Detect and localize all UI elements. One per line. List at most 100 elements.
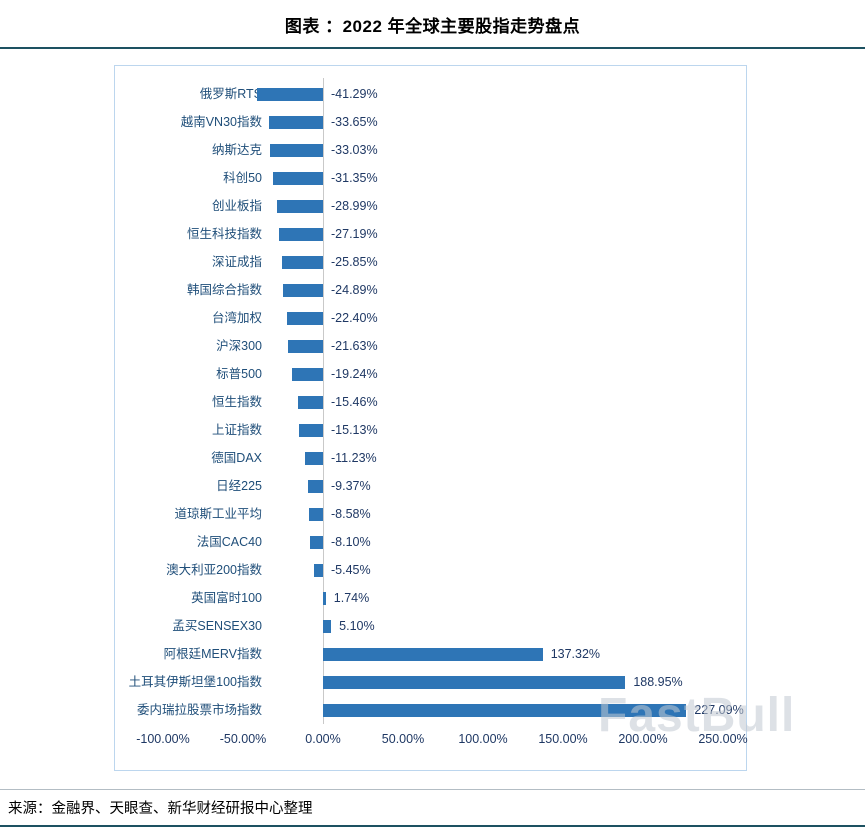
bar <box>323 648 543 661</box>
value-label: -31.35% <box>331 171 378 185</box>
footer-divider-top <box>0 789 865 790</box>
title-divider <box>0 47 865 49</box>
bar <box>298 424 323 437</box>
bar <box>298 396 323 409</box>
bar <box>276 200 323 213</box>
chart-row: 恒生指数 -15.46% <box>115 388 746 416</box>
value-label: 227.09% <box>694 703 744 717</box>
category-label: 恒生科技指数 <box>186 227 262 241</box>
category-label: 孟买SENSEX30 <box>172 619 262 633</box>
value-label: -11.23% <box>331 451 377 465</box>
category-label: 土耳其伊斯坦堡100指数 <box>128 675 262 689</box>
bar <box>323 620 332 633</box>
category-label: 创业板指 <box>211 199 262 213</box>
category-label: 法国CAC40 <box>196 535 262 549</box>
chart-row: 纳斯达克 -33.03% <box>115 136 746 164</box>
chart-row: 道琼斯工业平均 -8.58% <box>115 500 746 528</box>
chart-row: 科创50 -31.35% <box>115 164 746 192</box>
category-label: 标普500 <box>216 367 262 381</box>
category-label: 俄罗斯RTS <box>199 87 262 101</box>
x-axis-tick-label: -50.00% <box>219 732 267 746</box>
category-label: 科创50 <box>223 171 262 185</box>
chart-row: 孟买SENSEX30 5.10% <box>115 612 746 640</box>
bar <box>309 508 323 521</box>
category-label: 沪深300 <box>216 339 262 353</box>
bar <box>310 536 323 549</box>
value-label: -33.03% <box>331 143 378 157</box>
chart-row: 创业板指 -28.99% <box>115 192 746 220</box>
value-label: -8.58% <box>331 507 371 521</box>
chart-row: 上证指数 -15.13% <box>115 416 746 444</box>
chart-row: 土耳其伊斯坦堡100指数 188.95% <box>115 668 746 696</box>
chart-row: 越南VN30指数 -33.65% <box>115 108 746 136</box>
value-label: -41.29% <box>331 87 378 101</box>
chart-row: 日经225 -9.37% <box>115 472 746 500</box>
bar <box>256 88 323 101</box>
x-axis-tick-label: 50.00% <box>381 732 425 746</box>
value-label: -19.24% <box>331 367 378 381</box>
x-axis-tick-label: 200.00% <box>618 732 668 746</box>
category-label: 恒生指数 <box>211 395 262 409</box>
value-label: -9.37% <box>331 479 371 493</box>
bar <box>283 284 323 297</box>
value-label: -22.40% <box>331 311 378 325</box>
x-axis-tick-label: 250.00% <box>698 732 748 746</box>
x-axis-tick-label: 100.00% <box>458 732 508 746</box>
value-label: -8.10% <box>331 535 371 549</box>
category-label: 阿根廷MERV指数 <box>163 647 262 661</box>
category-label: 韩国综合指数 <box>186 283 262 297</box>
value-label: -15.46% <box>331 395 378 409</box>
chart-row: 澳大利亚200指数 -5.45% <box>115 556 746 584</box>
chart-row: 英国富时100 1.74% <box>115 584 746 612</box>
source-text: 来源：金融界、天眼查、新华财经研报中心整理 <box>8 801 313 817</box>
bar <box>323 676 626 689</box>
value-label: 188.95% <box>633 675 683 689</box>
chart-row: 法国CAC40 -8.10% <box>115 528 746 556</box>
chart-row: 沪深300 -21.63% <box>115 332 746 360</box>
category-label: 台湾加权 <box>211 311 262 325</box>
chart-row: 台湾加权 -22.40% <box>115 304 746 332</box>
category-label: 道琼斯工业平均 <box>174 507 262 521</box>
chart-row: 标普500 -19.24% <box>115 360 746 388</box>
bar <box>323 704 687 717</box>
bar <box>269 116 323 129</box>
value-label: -21.63% <box>331 339 378 353</box>
category-label: 委内瑞拉股票市场指数 <box>136 703 262 717</box>
category-label: 澳大利亚200指数 <box>166 563 262 577</box>
bar <box>281 256 323 269</box>
value-label: -27.19% <box>331 227 378 241</box>
category-label: 深证成指 <box>211 255 262 269</box>
category-label: 英国富时100 <box>191 591 262 605</box>
value-label: -5.45% <box>331 563 371 577</box>
value-label: -28.99% <box>331 199 378 213</box>
value-label: 5.10% <box>339 619 375 633</box>
value-label: 137.32% <box>550 647 601 661</box>
page-title: 图表 ：2022 年全球主要股指走势盘点 <box>284 17 581 36</box>
chart-row: 深证成指 -25.85% <box>115 248 746 276</box>
category-label: 德国DAX <box>211 451 262 465</box>
chart-container: 俄罗斯RTS -41.29% 越南VN30指数 -33.65% 纳斯达克 -33.03% 科… <box>114 65 748 771</box>
bar <box>308 480 323 493</box>
chart-row: 恒生科技指数 -27.19% <box>115 220 746 248</box>
category-label: 纳斯达克 <box>211 143 262 157</box>
x-axis-tick-label: 0.00% <box>305 732 341 746</box>
bar <box>287 312 323 325</box>
chart-row: 德国DAX -11.23% <box>115 444 746 472</box>
category-label: 越南VN30指数 <box>180 115 262 129</box>
value-label: -24.89% <box>331 283 378 297</box>
bar <box>314 564 323 577</box>
bar <box>279 228 323 241</box>
x-axis-tick-label: -100.00% <box>136 732 190 746</box>
value-label: 1.74% <box>333 591 370 605</box>
category-label: 上证指数 <box>211 423 262 437</box>
bar <box>272 172 323 185</box>
value-label: -33.65% <box>331 115 378 129</box>
chart-row: 韩国综合指数 -24.89% <box>115 276 746 304</box>
category-label: 日经225 <box>216 479 262 493</box>
zero-axis-line <box>323 78 324 724</box>
x-axis-tick-label: 150.00% <box>538 732 588 746</box>
chart-row: 阿根廷MERV指数 137.32% <box>115 640 746 668</box>
value-label: -15.13% <box>331 423 378 437</box>
bar <box>292 368 323 381</box>
bar <box>305 452 323 465</box>
